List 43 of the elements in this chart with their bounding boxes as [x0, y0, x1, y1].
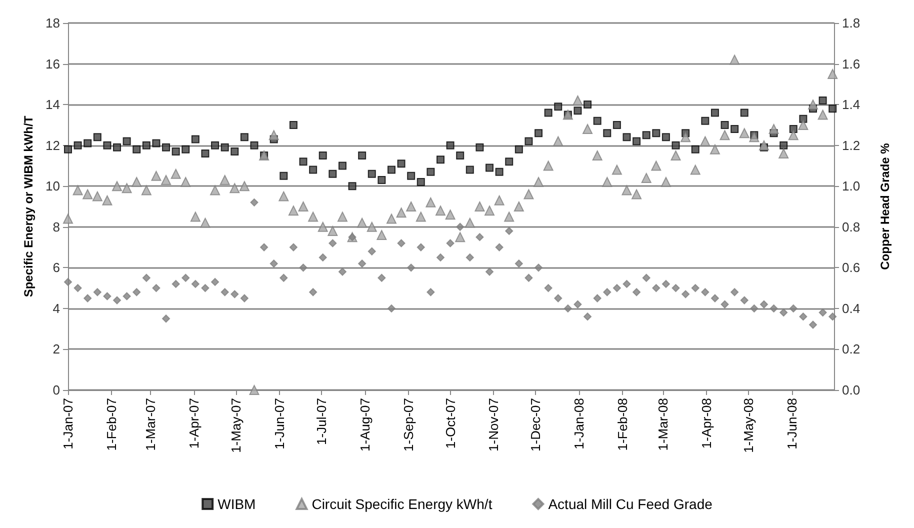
y2-axis-title: Copper Head Grade % [878, 142, 892, 270]
x-tick-label: 1-Dec-07 [528, 398, 544, 452]
y2-tick-label: 1.2 [842, 138, 860, 153]
y-tick-label: 18 [46, 16, 60, 30]
x-tick-label: 1-Aug-07 [357, 398, 372, 452]
x-tick-label: 1-Jun-07 [272, 398, 287, 450]
x-tick-label: 1-Nov-07 [486, 398, 502, 452]
y2-tick-label: 0.8 [842, 219, 860, 234]
x-tick-label: 1-Apr-08 [699, 398, 714, 449]
x-tick-label: 1-May-08 [741, 398, 756, 453]
x-tick-label: 1-Jan-07 [60, 398, 76, 450]
x-tick-label: 1-Feb-07 [104, 398, 119, 451]
y-tick-label: 2 [52, 342, 60, 357]
x-tick-label: 1-Sep-07 [400, 398, 416, 452]
y-tick-label: 16 [46, 56, 60, 72]
x-tick-label: 1-Oct-07 [442, 398, 458, 449]
x-tick-label: 1-Jun-08 [784, 398, 800, 450]
y2-tick-label: 0.2 [842, 342, 860, 357]
legend-label: Circuit Specific Energy kWh/t [312, 496, 492, 512]
y-tick-label: 4 [52, 300, 60, 316]
y2-tick-label: 1.0 [842, 178, 860, 194]
y-axis-title: Specific Energy or WIBM kWh/T [22, 115, 36, 298]
y-tick-label: 10 [46, 178, 60, 194]
y-tick-label: 6 [52, 260, 60, 276]
y-tick-label: 14 [46, 97, 60, 112]
x-tick-label: 1-Feb-08 [615, 398, 630, 451]
y2-tick-label: 1.4 [842, 97, 860, 112]
x-tick-label: 1-Jan-08 [572, 398, 587, 450]
y-tick-label: 8 [52, 219, 60, 234]
legend-label: WIBM [218, 496, 256, 512]
y2-tick-label: 0.4 [842, 300, 860, 316]
legend-label: Actual Mill Cu Feed Grade [548, 496, 713, 512]
y-tick-label: 12 [46, 138, 60, 153]
x-tick-label: 1-May-07 [228, 398, 244, 453]
y2-tick-label: 0.6 [842, 260, 860, 276]
y2-tick-label: 0.0 [842, 382, 860, 398]
y-tick-label: 0 [52, 382, 60, 398]
x-tick-label: 1-Jul-07 [314, 398, 329, 445]
x-tick-label: 1-Apr-07 [186, 398, 202, 449]
x-tick-label: 1-Mar-07 [143, 398, 158, 451]
y2-tick-label: 1.8 [842, 16, 860, 30]
x-tick-label: 1-Mar-08 [656, 398, 671, 451]
y2-tick-label: 1.6 [842, 56, 860, 72]
